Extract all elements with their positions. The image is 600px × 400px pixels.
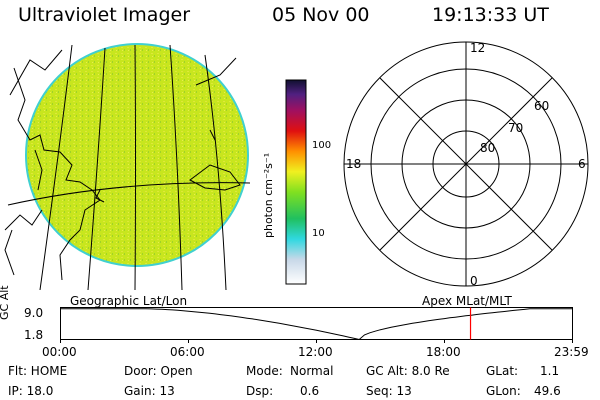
instrument-title: Ultraviolet Imager [18,4,191,26]
lat-label-70: 70 [508,121,523,135]
geographic-caption: Geographic Lat/Lon [70,294,188,308]
status-glat-label: GLat: [486,364,519,378]
time-tick-1800: 18:00 [426,345,461,359]
gc-alt-axis-label: GC Alt [0,285,11,320]
time-tick-1200: 12:00 [298,345,333,359]
mlt-label-12: 12 [470,41,485,55]
polar-diagonal-2 [379,77,553,251]
polar-mlt-plot: 12 18 6 0 60 70 80 [343,41,589,288]
time-tick-0000: 00:00 [42,345,77,359]
lat-label-80: 80 [480,141,495,155]
status-ip: IP: 18.0 [8,384,54,398]
time-label: 19:13:33 UT [432,4,549,26]
status-mode-label: Mode: [246,364,283,378]
apex-caption: Apex MLat/MLT [422,294,512,308]
uv-image-panel [4,43,251,290]
status-glat-value: 1.1 [540,364,560,378]
colorbar-tick-10: 10 [312,228,325,239]
color-scale-bar: photon cm⁻²s⁻¹ [262,79,307,285]
lat-lon-grid [7,44,251,290]
status-door: Door: Open [124,364,193,378]
mlt-label-0: 0 [470,274,478,288]
status-flt: Flt: HOME [8,364,68,378]
coastlines [4,49,241,281]
colorbar-tick-100: 100 [312,140,332,151]
alt-tick-1-8: 1.8 [24,328,44,342]
lat-label-60: 60 [534,99,549,113]
time-tick-2359: 23:59 [554,345,589,359]
mlt-label-6: 6 [578,157,586,171]
status-seq: Seq: 13 [366,384,412,398]
altitude-curve [60,308,573,341]
colorbar-unit-label: photon cm⁻²s⁻¹ [262,153,275,238]
time-tick-0600: 06:00 [170,345,205,359]
earth-disk [25,43,249,267]
date-label: 05 Nov 00 [272,4,370,26]
status-mode-value: Normal [290,364,334,378]
status-glon-value: 49.6 [534,384,561,398]
status-dsp-value: 0.6 [300,384,320,398]
status-dsp-label: Dsp: [246,384,274,398]
status-gain: Gain: 13 [124,384,175,398]
altitude-timeline-plot [60,307,573,343]
alt-tick-9: 9.0 [24,306,44,320]
status-glon-label: GLon: [486,384,521,398]
status-gc-alt: GC Alt: 8.0 Re [366,364,450,378]
mlt-label-18: 18 [346,157,361,171]
